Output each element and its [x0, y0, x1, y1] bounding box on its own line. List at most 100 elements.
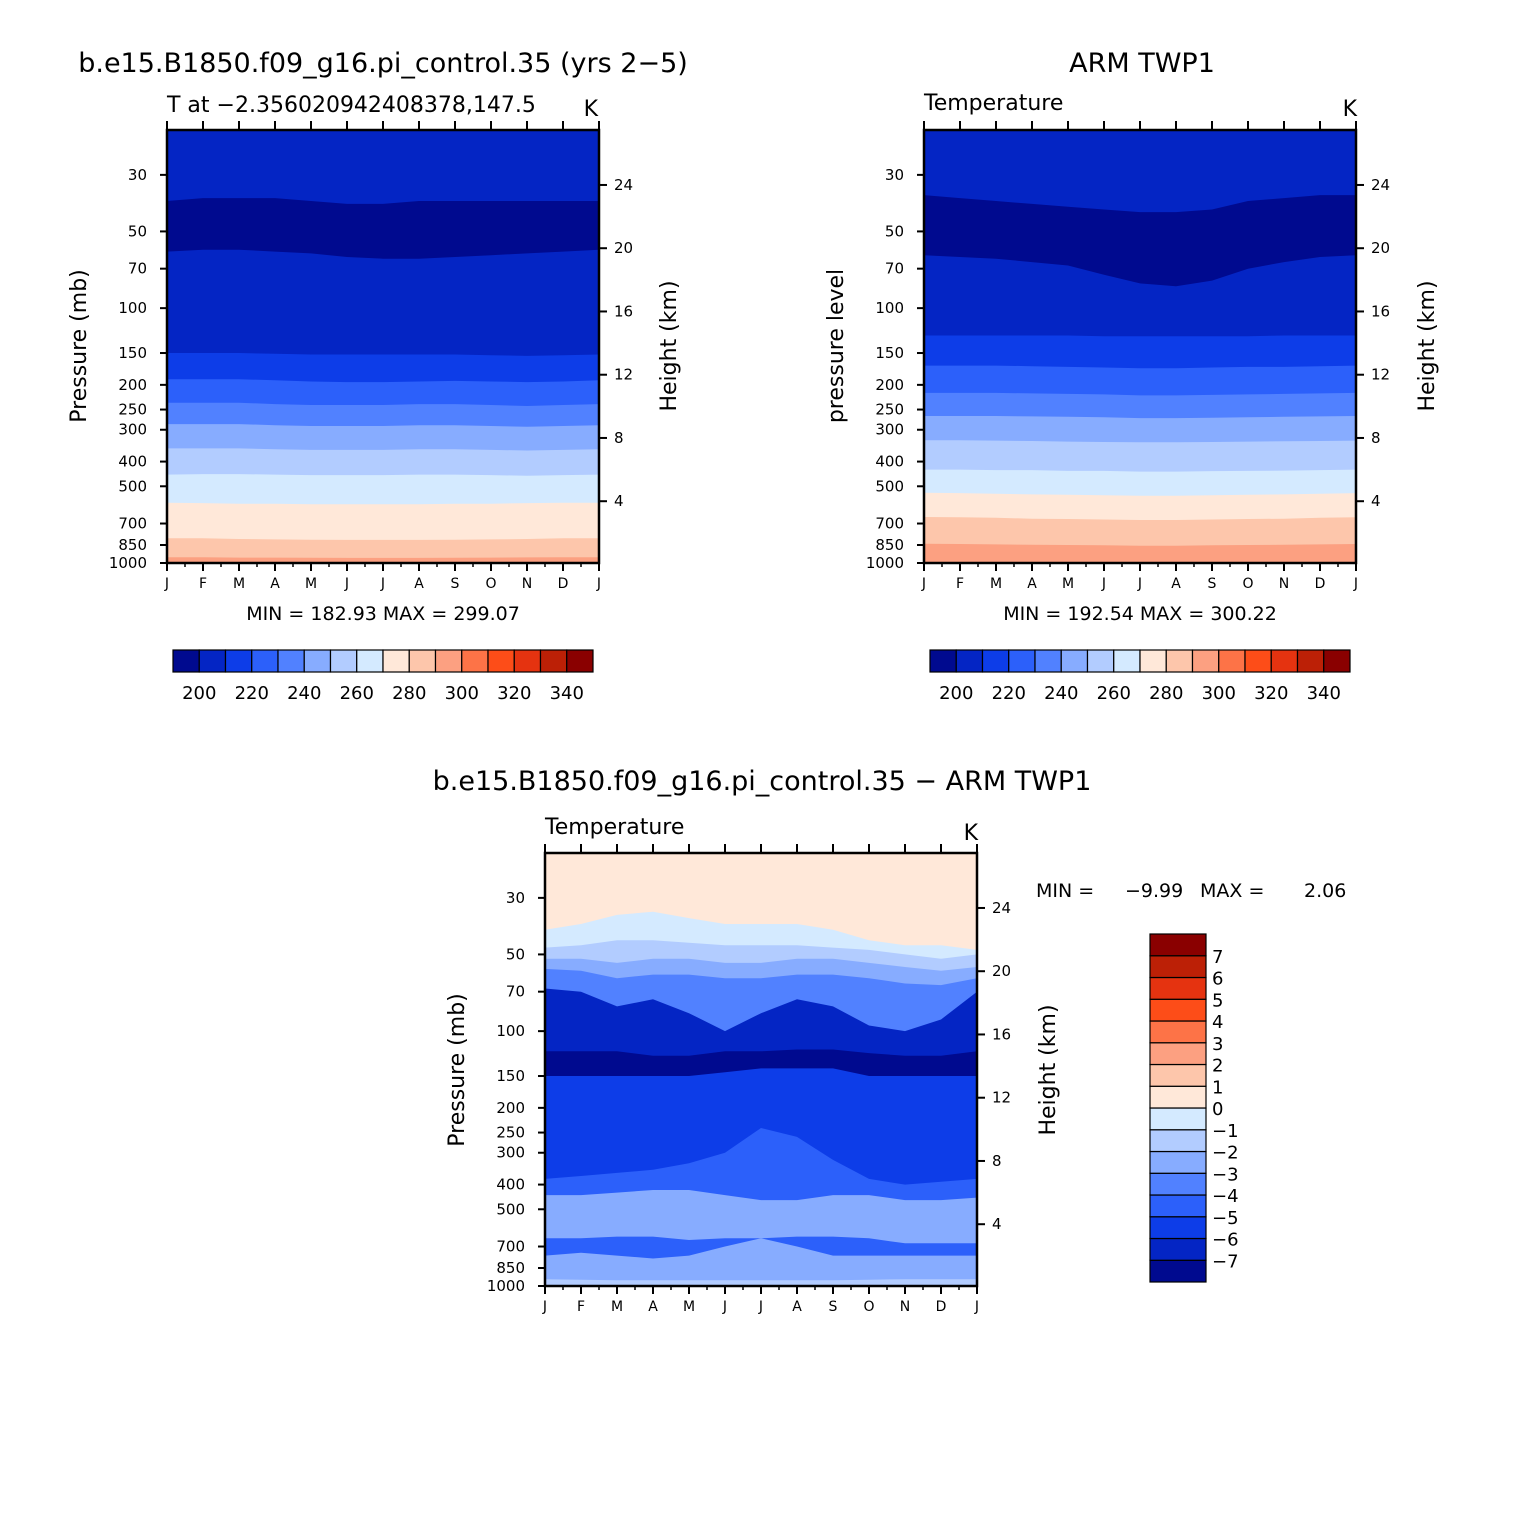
colorbar-model-label: 300	[445, 683, 479, 704]
obs-xtick-label: J	[1137, 576, 1142, 592]
colorbar-model-swatch	[487, 649, 515, 673]
diff-xtick-label: A	[648, 1299, 658, 1315]
obs-xtick-label: J	[921, 576, 926, 592]
colorbar-diff-label: −7	[1212, 1251, 1239, 1272]
panel-diff-title: b.e15.B1850.f09_g16.pi_control.35 − ARM …	[433, 766, 1092, 797]
diff-ytick-label: 850	[496, 1259, 525, 1277]
colorbar-obs-label: 300	[1202, 683, 1236, 704]
diff-ytick-label: 700	[496, 1238, 525, 1256]
model-ytick-label: 700	[118, 515, 147, 533]
colorbar-diff-label: −4	[1212, 1186, 1239, 1207]
panel-obs-colorbar: 200 220 240 260 280 300 320 340	[929, 649, 1351, 704]
colorbar-model-swatch	[329, 649, 358, 673]
diff-height-tick-label: 20	[992, 962, 1011, 980]
colorbar-diff-label: 5	[1212, 990, 1223, 1011]
panel-model-title: b.e15.B1850.f09_g16.pi_control.35 (yrs 2…	[78, 48, 688, 79]
colorbar-obs-swatch	[1244, 649, 1272, 673]
obs-xtick-label: J	[1101, 576, 1106, 592]
panel-model-colorbar: 200 220 240 260 280 300 320 340	[172, 649, 594, 704]
panel-diff-subtitle: Temperature	[544, 815, 684, 840]
model-height-tick-label: 16	[614, 302, 633, 320]
colorbar-obs-swatch	[929, 649, 957, 673]
colorbar-diff-swatch	[1149, 1172, 1207, 1196]
obs-xtick-label: S	[1208, 576, 1217, 592]
diff-xtick-label: J	[722, 1299, 727, 1315]
panel-model: b.e15.B1850.f09_g16.pi_control.35 (yrs 2…	[67, 48, 688, 704]
colorbar-diff-swatch	[1149, 1042, 1207, 1066]
colorbar-obs-swatch	[1296, 649, 1325, 673]
model-band-11	[167, 130, 599, 204]
colorbar-diff-label: 0	[1212, 1099, 1223, 1120]
colorbar-diff-label: 3	[1212, 1034, 1223, 1055]
panel-obs-title: ARM TWP1	[1069, 48, 1215, 79]
colorbar-obs-swatch	[955, 649, 984, 673]
obs-xtick-label: N	[1279, 576, 1289, 592]
diff-xtick-label: J	[974, 1299, 979, 1315]
diff-xtick-label: D	[936, 1299, 947, 1315]
model-height-tick-label: 12	[614, 366, 633, 384]
panel-model-units: K	[584, 97, 599, 122]
colorbar-obs-swatch	[1139, 649, 1167, 673]
obs-xtick-label: D	[1315, 576, 1326, 592]
colorbar-diff-swatch	[1149, 955, 1207, 979]
model-ytick-label: 150	[118, 344, 147, 362]
obs-ytick-label: 500	[875, 477, 904, 495]
model-xtick-label: A	[270, 576, 280, 592]
model-xtick-label: J	[380, 576, 385, 592]
panel-model-plot: J F M A M J J A S O N D J 30 50 70 100 150 200 250 300 400 500…	[109, 121, 633, 592]
colorbar-diff-label: −2	[1212, 1143, 1239, 1164]
obs-ytick-label: 150	[875, 344, 904, 362]
panel-diff-plot: J F M A M J J A S O N D J 30 50 70 100 150 200 250 300 400 500…	[487, 844, 1011, 1315]
obs-height-tick-label: 12	[1371, 366, 1390, 384]
colorbar-obs-swatch	[1086, 649, 1115, 673]
colorbar-obs-swatch	[1218, 649, 1246, 673]
colorbar-model-swatch	[513, 649, 542, 673]
colorbar-model-label: 320	[497, 683, 531, 704]
colorbar-model-swatch	[251, 649, 279, 673]
diff-xtick-label: F	[577, 1299, 585, 1315]
model-ytick-label: 300	[118, 421, 147, 439]
panel-obs-plot: J F M A M J J A S O N D J 30 50 70 100 150 200 250 300 400 500…	[866, 121, 1390, 592]
obs-xtick-label: M	[990, 576, 1002, 592]
model-xtick-label: M	[233, 576, 245, 592]
colorbar-diff-swatch	[1149, 1150, 1207, 1174]
obs-band-11	[924, 130, 1356, 213]
model-ytick-label: 1000	[109, 554, 147, 572]
model-xtick-label: D	[558, 576, 569, 592]
colorbar-model-swatch	[408, 649, 437, 673]
obs-ytick-label: 100	[875, 299, 904, 317]
colorbar-obs-swatch	[1165, 649, 1194, 673]
colorbar-obs-label: 200	[939, 683, 973, 704]
panel-model-minmax: MIN = 182.93 MAX = 299.07	[246, 603, 520, 625]
model-ytick-label: 50	[128, 222, 147, 240]
model-ytick-label: 850	[118, 536, 147, 554]
model-xtick-label: J	[596, 576, 601, 592]
diff-ytick-label: 1000	[487, 1277, 525, 1295]
diff-band-12	[545, 853, 977, 950]
model-xtick-label: J	[164, 576, 169, 592]
colorbar-obs-swatch	[981, 649, 1010, 673]
model-ytick-label: 30	[128, 166, 147, 184]
obs-xtick-label: A	[1027, 576, 1037, 592]
colorbar-obs-label: 260	[1097, 683, 1131, 704]
obs-height-tick-label: 20	[1371, 239, 1390, 257]
diff-xtick-label: M	[611, 1299, 623, 1315]
diff-ytick-label: 70	[506, 983, 525, 1001]
obs-ytick-label: 700	[875, 515, 904, 533]
colorbar-model-label: 240	[287, 683, 321, 704]
diff-height-tick-label: 8	[992, 1152, 1002, 1170]
colorbar-model-swatch	[461, 649, 489, 673]
diff-ytick-label: 100	[496, 1022, 525, 1040]
colorbar-obs-label: 240	[1044, 683, 1078, 704]
diff-ytick-label: 500	[496, 1200, 525, 1218]
obs-ytick-label: 400	[875, 453, 904, 471]
model-xtick-label: A	[414, 576, 424, 592]
obs-xtick-label: A	[1171, 576, 1181, 592]
colorbar-diff-label: −1	[1212, 1121, 1239, 1142]
panel-obs-minmax: MIN = 192.54 MAX = 300.22	[1003, 603, 1277, 625]
diff-ytick-label: 300	[496, 1144, 525, 1162]
colorbar-diff-swatch	[1149, 1107, 1207, 1131]
model-ytick-label: 500	[118, 477, 147, 495]
